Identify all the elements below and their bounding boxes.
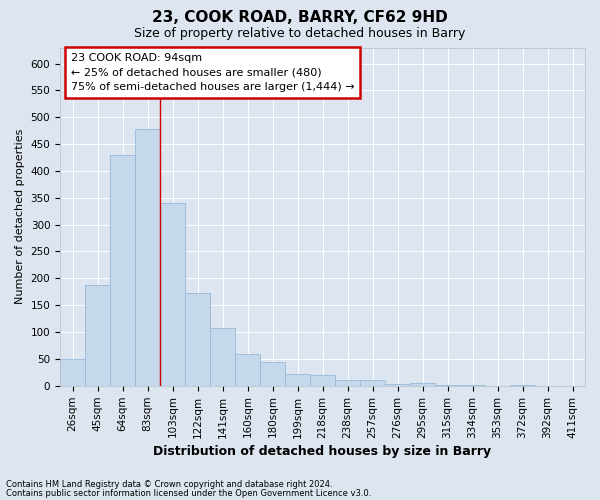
Bar (110, 155, 135, 386)
Text: Size of property relative to detached houses in Barry: Size of property relative to detached ho… (134, 28, 466, 40)
Bar (60, 359, 85, 386)
X-axis label: Distribution of detached houses by size in Barry: Distribution of detached houses by size … (154, 444, 491, 458)
Bar (360, 380, 385, 386)
Text: 23, COOK ROAD, BARRY, CF62 9HD: 23, COOK ROAD, BARRY, CF62 9HD (152, 10, 448, 25)
Text: Contains HM Land Registry data © Crown copyright and database right 2024.: Contains HM Land Registry data © Crown c… (6, 480, 332, 489)
Bar (310, 375, 335, 386)
Bar (185, 293, 210, 386)
Bar (160, 203, 185, 386)
Bar (85, 285, 110, 386)
Bar (285, 374, 310, 386)
Bar (210, 328, 235, 386)
Bar (385, 384, 410, 386)
Bar (410, 383, 435, 386)
Bar (235, 354, 260, 386)
Y-axis label: Number of detached properties: Number of detached properties (15, 129, 25, 304)
Bar (260, 362, 285, 386)
Text: Contains public sector information licensed under the Open Government Licence v3: Contains public sector information licen… (6, 488, 371, 498)
Text: 23 COOK ROAD: 94sqm
← 25% of detached houses are smaller (480)
75% of semi-detac: 23 COOK ROAD: 94sqm ← 25% of detached ho… (71, 52, 354, 92)
Bar (335, 380, 360, 386)
Bar (460, 385, 485, 386)
Bar (135, 129, 160, 386)
Bar (510, 385, 535, 386)
Bar (435, 385, 460, 386)
